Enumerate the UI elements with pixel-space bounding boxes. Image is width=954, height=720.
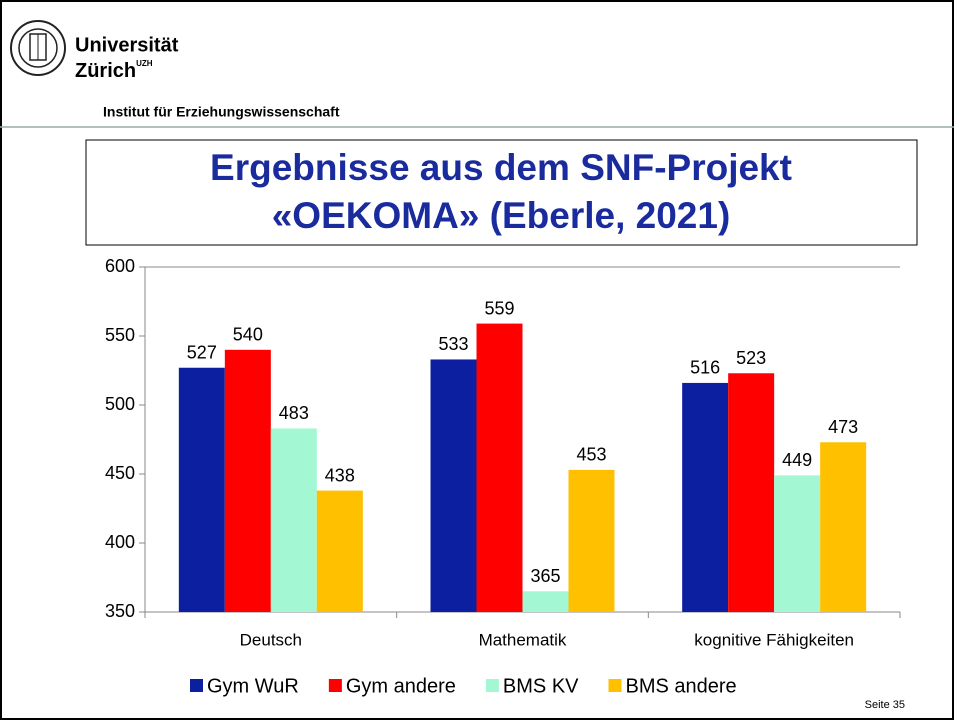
title-box (85, 139, 918, 246)
data-label: 523 (736, 348, 766, 368)
data-label: 449 (782, 450, 812, 470)
x-tick-label: kognitive Fähigkeiten (694, 630, 854, 649)
legend-label: BMS KV (503, 675, 579, 697)
data-label: 516 (690, 358, 720, 378)
legend-swatch (485, 679, 499, 692)
y-tick-label: 400 (105, 532, 135, 552)
bar (820, 442, 867, 612)
bar (476, 323, 523, 612)
y-tick-label: 550 (105, 325, 135, 345)
legend-swatch (608, 679, 622, 692)
legend-swatch (190, 679, 203, 692)
data-label: 527 (187, 342, 217, 362)
data-label: 473 (828, 417, 858, 437)
legend-label: BMS andere (626, 675, 737, 697)
data-label: 453 (576, 445, 606, 465)
bar (224, 349, 271, 612)
x-tick-label: Mathematik (479, 630, 567, 649)
chart-title: «OEKOMA» (Eberle, 2021) (272, 195, 731, 236)
bar (430, 359, 477, 612)
bar (682, 382, 729, 612)
bar (178, 367, 225, 612)
institute: Institut für Erziehungswissenschaft (103, 104, 340, 120)
university-city: ZürichUZH (75, 59, 153, 82)
data-label: 533 (438, 334, 468, 354)
university-name: Universität (75, 34, 179, 56)
data-label: 365 (530, 566, 560, 586)
y-tick-label: 600 (105, 256, 135, 276)
page-number: Seite 35 (865, 699, 905, 711)
y-tick-label: 350 (105, 601, 135, 621)
bar (774, 475, 821, 612)
data-label: 559 (484, 298, 514, 318)
legend-label: Gym WuR (207, 675, 299, 697)
data-label: 483 (279, 403, 309, 423)
x-tick-label: Deutsch (240, 630, 302, 649)
bar (316, 490, 363, 612)
legend-swatch (328, 679, 342, 692)
legend-label: Gym andere (346, 675, 456, 697)
bar (728, 373, 775, 612)
bar (522, 591, 569, 612)
bar (270, 428, 317, 612)
bar (568, 469, 615, 612)
logo (10, 20, 66, 76)
y-tick-label: 500 (105, 394, 135, 414)
y-tick-label: 450 (105, 463, 135, 483)
data-label: 540 (233, 325, 263, 345)
data-label: 438 (325, 465, 355, 485)
chart-title: Ergebnisse aus dem SNF-Projekt (210, 147, 792, 188)
